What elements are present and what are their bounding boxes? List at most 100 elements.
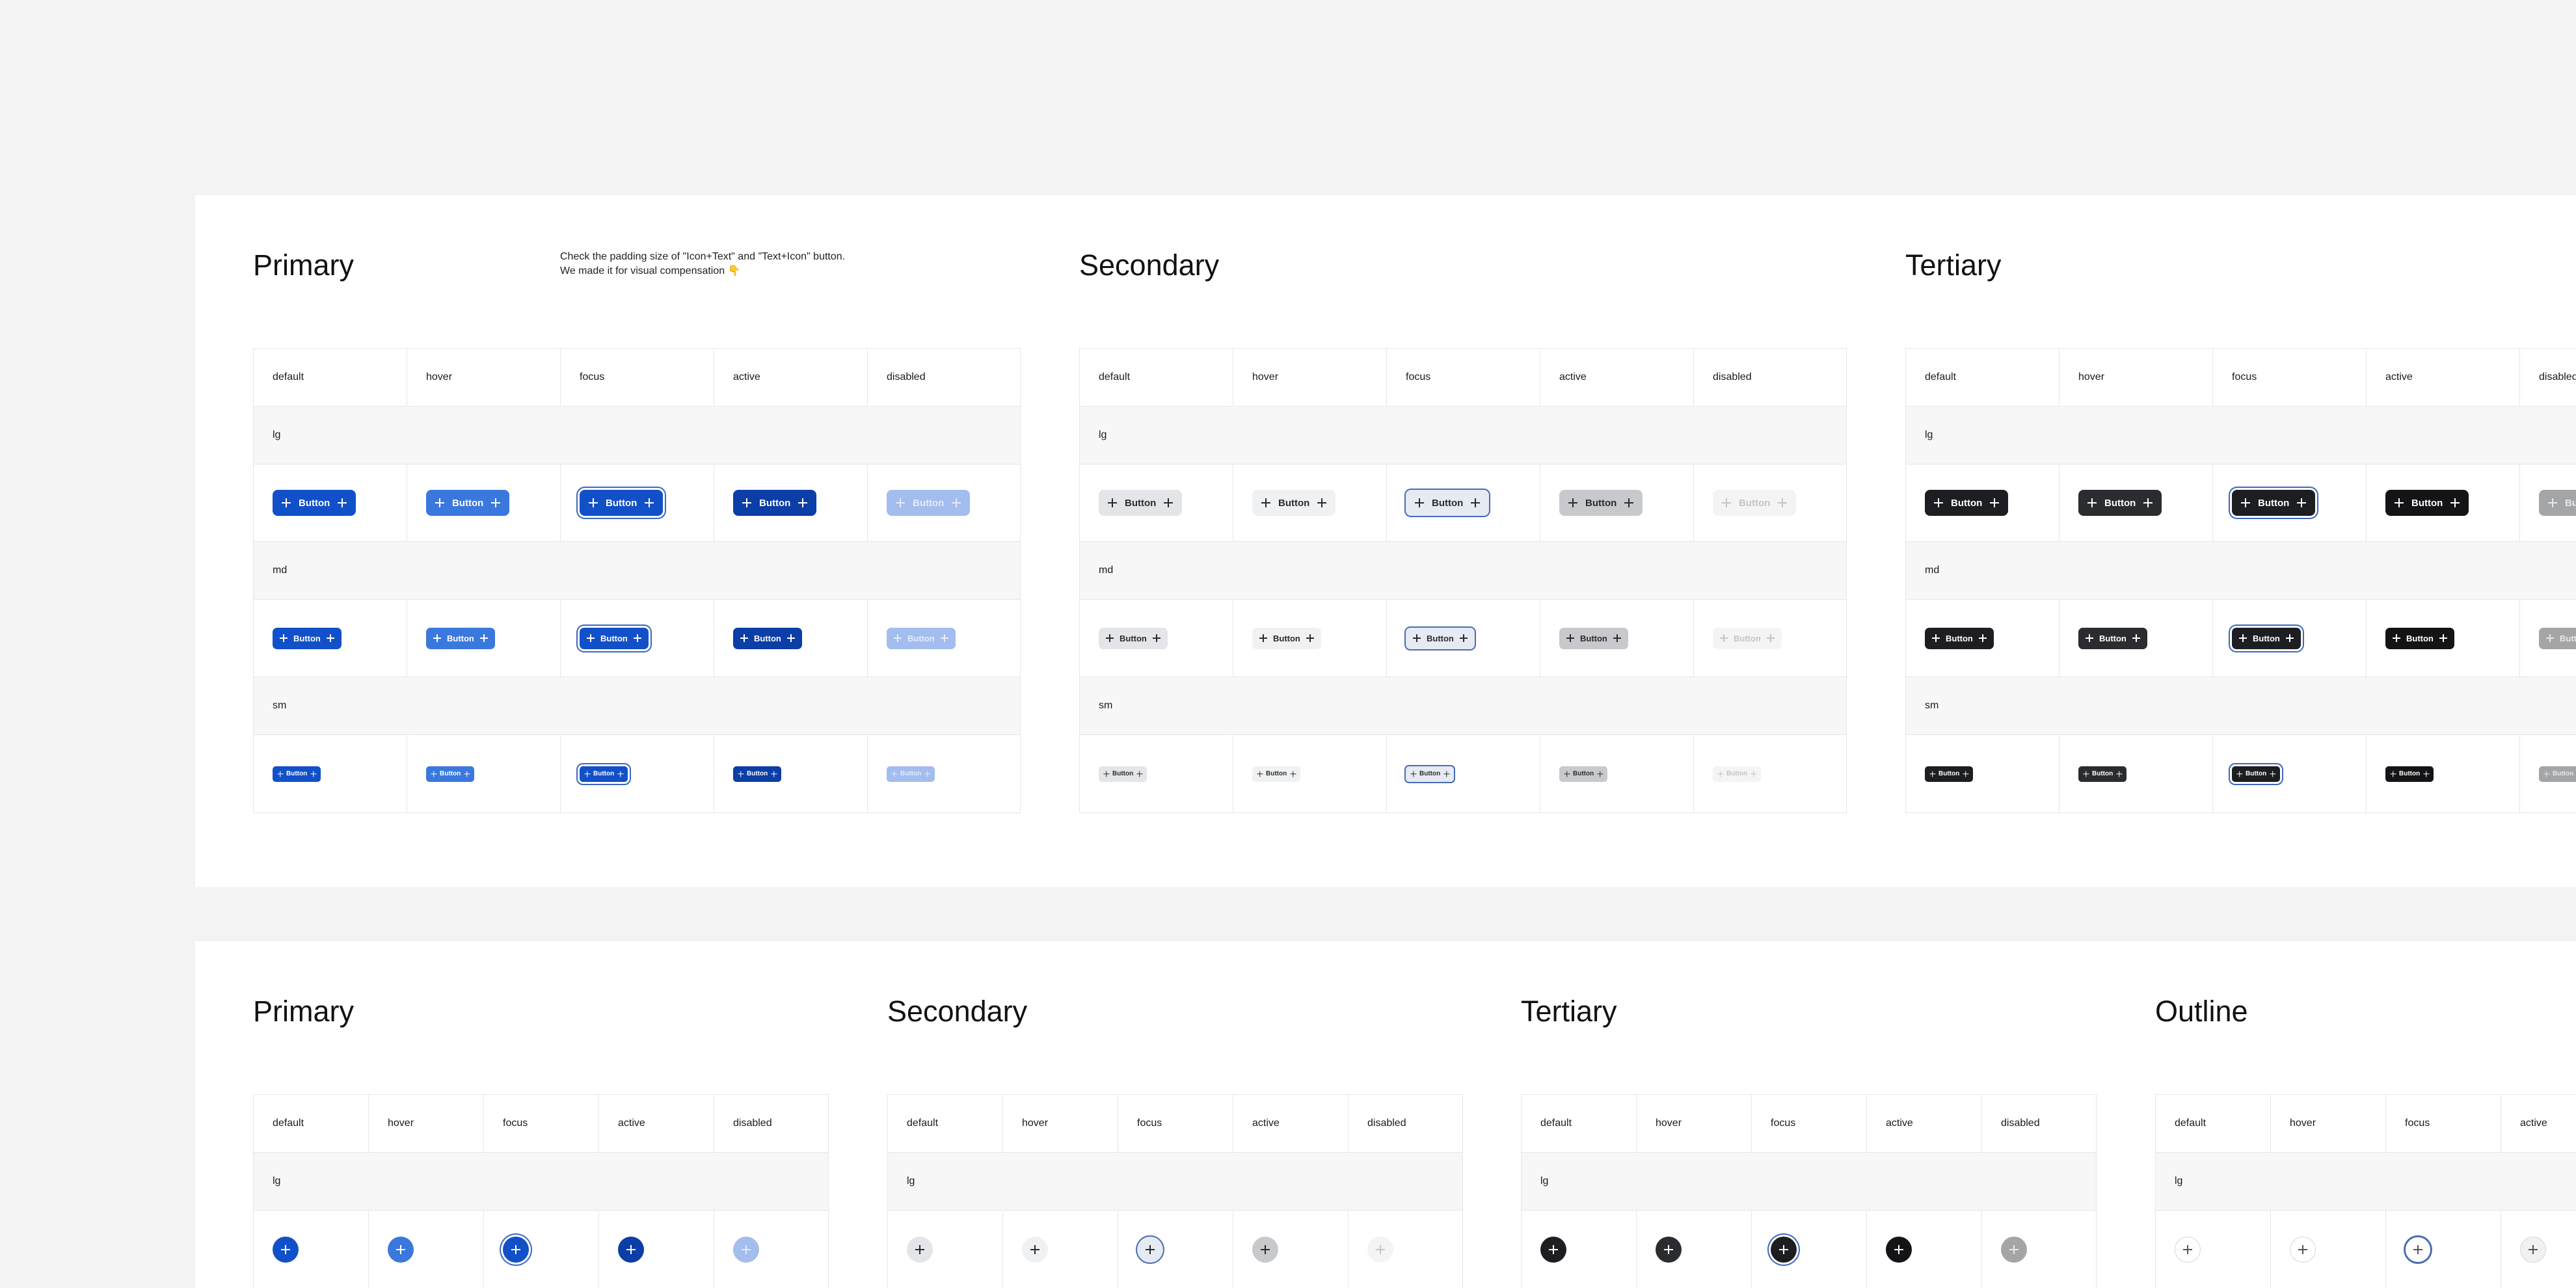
button: Button	[273, 627, 342, 649]
plus-icon	[310, 771, 316, 777]
button-cell: Button	[1694, 735, 1847, 812]
plus-icon	[281, 1245, 290, 1254]
button-label: Button	[1939, 770, 1960, 777]
button-cell: Button	[868, 600, 1021, 677]
plus-icon	[798, 498, 807, 507]
button: Button	[1713, 627, 1782, 649]
button-cell: Button	[2213, 600, 2367, 677]
plus-icon	[2413, 1245, 2422, 1254]
button-cell	[888, 1211, 1003, 1288]
header-cell: active	[2367, 349, 2520, 406]
button-cell	[1348, 1211, 1464, 1288]
plus-icon	[431, 771, 436, 777]
plus-icon	[740, 634, 748, 642]
button: Button	[2385, 766, 2434, 782]
plus-icon	[2236, 771, 2242, 777]
button: Button	[2232, 490, 2316, 516]
plus-icon	[280, 634, 288, 642]
section-title: Tertiary	[1521, 995, 1617, 1028]
section-title: Primary	[253, 995, 354, 1028]
plus-icon	[1106, 634, 1114, 642]
size-label: lg	[907, 1175, 915, 1187]
button: Button	[1559, 766, 1608, 782]
size-row: md	[1906, 542, 2576, 600]
button: Button	[580, 627, 649, 649]
button: Button	[426, 627, 495, 649]
button-label: Button	[440, 770, 461, 777]
plus-icon	[1767, 634, 1775, 642]
button-label: Button	[2253, 633, 2280, 643]
button: Button	[2539, 627, 2576, 649]
plus-icon	[1720, 634, 1728, 642]
button-cell	[1118, 1211, 1233, 1288]
button-cell	[1752, 1211, 1867, 1288]
plus-icon	[2423, 771, 2429, 777]
plus-icon	[2183, 1245, 2192, 1254]
button-cell: Button	[2213, 735, 2367, 812]
button-cell: Button	[2520, 735, 2576, 812]
plus-icon	[433, 634, 441, 642]
button: Button	[1252, 766, 1301, 782]
plus-icon	[2393, 634, 2400, 642]
button-label: Button	[1726, 770, 1748, 777]
button: Button	[2078, 766, 2127, 782]
plus-icon	[1568, 498, 1577, 507]
header-cell: disabled	[2539, 371, 2576, 382]
button-cell: Button	[1906, 735, 2059, 812]
button: Button	[1099, 490, 1183, 516]
button: Button	[887, 766, 935, 782]
plus-icon	[645, 498, 654, 507]
size-row: sm	[1906, 677, 2576, 735]
icon-button	[1137, 1236, 1163, 1263]
button: Button	[2078, 490, 2162, 516]
size-row: lg	[2156, 1153, 2576, 1211]
button-cell: Button	[1233, 735, 1387, 812]
top-panel: Check the padding size of "Icon+Text" an…	[195, 195, 2576, 887]
state-table: default hover focus active disabled lg Button B…	[253, 348, 1021, 813]
plus-icon	[584, 771, 590, 777]
button-label: Button	[747, 770, 768, 777]
button-label: Button	[2560, 633, 2576, 643]
button-cell	[369, 1211, 484, 1288]
button: Button	[2539, 490, 2576, 516]
plus-icon	[2548, 498, 2557, 507]
button-label: Button	[2406, 633, 2434, 643]
button-label: Button	[452, 497, 484, 509]
button-cell: Button	[1694, 600, 1847, 677]
plus-icon	[1990, 498, 1999, 507]
plus-icon	[2298, 1245, 2307, 1254]
button-cell: Button	[1540, 600, 1694, 677]
plus-icon	[1664, 1245, 1673, 1254]
plus-icon	[1108, 498, 1117, 507]
button-row: Button Button Button Button Button	[1080, 464, 1846, 542]
plus-icon	[277, 771, 283, 777]
size-row: lg	[1906, 407, 2576, 464]
button-cell: Button	[714, 735, 868, 812]
button-label: Button	[447, 633, 474, 643]
button-cell: Button	[2059, 600, 2213, 677]
size-label: md	[273, 565, 288, 576]
header-cell: default	[254, 1095, 369, 1152]
button-cell: Button	[2520, 464, 2576, 541]
button-cell: Button	[407, 735, 561, 812]
button: Button	[1925, 627, 1994, 649]
button-cell	[599, 1211, 714, 1288]
plus-icon	[1103, 771, 1109, 777]
button-label: Button	[913, 497, 945, 509]
button: Button	[273, 766, 321, 782]
button-cell: Button	[254, 600, 407, 677]
plus-icon	[2087, 498, 2097, 507]
header-cell: default	[1522, 1095, 1637, 1152]
section-title: Outline	[2155, 995, 2248, 1028]
button-label: Button	[1580, 633, 1607, 643]
plus-icon	[941, 634, 948, 642]
size-label: md	[1925, 565, 1940, 576]
header-cell: focus	[1387, 349, 1540, 406]
plus-icon	[511, 1245, 520, 1254]
size-label: sm	[273, 700, 287, 711]
header-cell: hover	[2059, 349, 2213, 406]
plus-icon	[2286, 634, 2294, 642]
header-cell: hover	[1637, 1095, 1752, 1152]
